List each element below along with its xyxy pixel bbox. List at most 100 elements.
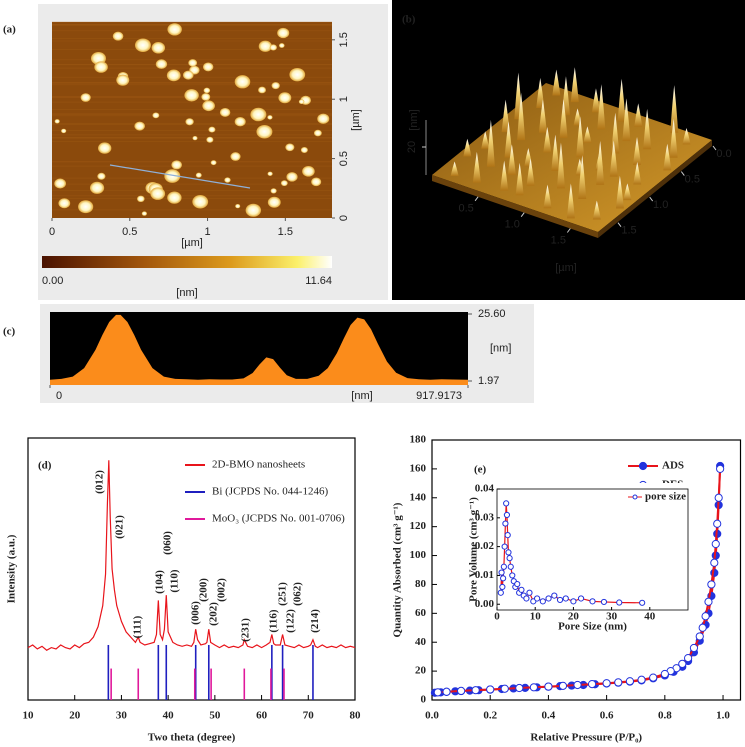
marker bbox=[518, 586, 525, 593]
afm-particle bbox=[258, 40, 272, 52]
afm-particle bbox=[219, 107, 231, 117]
x-tick-label: 1.0 bbox=[505, 219, 520, 231]
afm-particle bbox=[300, 147, 308, 153]
x-tick-label: 0.5 bbox=[458, 203, 473, 215]
afm-particle bbox=[184, 89, 199, 102]
y-tick-label: 40 bbox=[415, 636, 427, 648]
x-tick-label: 1.0 bbox=[716, 710, 730, 722]
peak-label: (116) bbox=[268, 609, 280, 633]
afm-particle bbox=[185, 118, 194, 126]
afm-particle bbox=[208, 126, 216, 133]
afm-particle bbox=[201, 93, 211, 101]
x-tick-label: 917.9173 bbox=[416, 390, 462, 402]
x-tick-label: 10 bbox=[23, 710, 35, 722]
z-tick-label: 20 bbox=[406, 141, 418, 153]
afm-particle bbox=[182, 70, 194, 80]
afm3d-spike bbox=[615, 175, 624, 209]
marker bbox=[486, 685, 495, 694]
plot-frame bbox=[27, 437, 356, 701]
marker bbox=[711, 539, 720, 549]
afm-particle bbox=[267, 196, 281, 208]
afm3d-spike bbox=[643, 108, 652, 150]
afm3d-spike bbox=[559, 99, 568, 138]
marker bbox=[689, 643, 699, 653]
x-tick-label: 30 bbox=[116, 710, 128, 722]
y-tick-label: 0.03 bbox=[475, 511, 495, 523]
x-tick-label: 0.2 bbox=[483, 710, 497, 722]
marker bbox=[678, 659, 687, 668]
y-tick-label: 25.60 bbox=[478, 308, 506, 320]
afm3d-spike bbox=[463, 138, 472, 157]
marker bbox=[544, 682, 553, 691]
x-tick-label: 0.8 bbox=[658, 710, 672, 722]
y-tick-label: 60 bbox=[415, 607, 427, 619]
afm-particle bbox=[298, 99, 305, 105]
afm3d-spike bbox=[623, 183, 632, 201]
afm3d-side bbox=[598, 140, 712, 238]
y-tick-label: 80 bbox=[415, 578, 427, 590]
marker bbox=[507, 563, 514, 570]
afm-particle bbox=[278, 92, 292, 104]
afm3d-side bbox=[432, 175, 598, 238]
x-tick-label: 0.6 bbox=[600, 710, 614, 722]
colorbar-max: 11.64 bbox=[305, 275, 332, 287]
peak-label: (122) bbox=[285, 609, 297, 633]
marker bbox=[639, 599, 646, 606]
marker bbox=[501, 543, 508, 550]
marker bbox=[442, 687, 451, 696]
afm-particle bbox=[289, 67, 306, 82]
afm-particle bbox=[235, 204, 241, 209]
marker bbox=[614, 678, 623, 687]
afm-particle bbox=[134, 121, 145, 131]
marker bbox=[637, 675, 646, 684]
marker bbox=[500, 684, 509, 693]
marker bbox=[509, 572, 516, 579]
peak-label: (231) bbox=[240, 618, 252, 642]
afm3d-spike bbox=[573, 108, 582, 126]
afm3d-spike bbox=[669, 118, 678, 158]
afm-particle bbox=[98, 142, 112, 154]
peak-label: (021) bbox=[114, 515, 126, 539]
afm-particle bbox=[311, 177, 322, 187]
panel-label: (c) bbox=[3, 326, 16, 338]
marker bbox=[562, 595, 569, 602]
afm-particle bbox=[58, 198, 71, 209]
legend-marker bbox=[632, 494, 638, 500]
afm-particle bbox=[317, 113, 330, 124]
afm-particle bbox=[206, 136, 214, 143]
marker bbox=[616, 599, 623, 606]
afm3d-spike bbox=[507, 144, 516, 176]
afm3d-spike bbox=[481, 131, 490, 149]
afm3d-spike bbox=[583, 126, 592, 143]
peak-label: (104) bbox=[154, 570, 166, 594]
y-tick-label: 140 bbox=[410, 491, 427, 503]
afm-particle bbox=[302, 165, 315, 177]
y-tick-label: 0 bbox=[421, 694, 427, 706]
marker bbox=[558, 681, 568, 690]
marker bbox=[589, 598, 596, 605]
marker bbox=[602, 679, 611, 688]
panel-label: (d) bbox=[38, 460, 52, 472]
afm3d-spike bbox=[576, 116, 585, 158]
afm-particle bbox=[166, 69, 181, 82]
marker bbox=[499, 583, 506, 591]
peak-label: (200) bbox=[198, 578, 210, 602]
marker bbox=[471, 686, 480, 695]
x-tick-label: 20 bbox=[69, 710, 81, 722]
data-line bbox=[27, 460, 356, 651]
peak-label: (202) bbox=[207, 602, 219, 626]
marker bbox=[433, 688, 442, 697]
legend-label: Bi (JCPDS No. 044-1246) bbox=[212, 486, 328, 498]
afm-particle bbox=[54, 178, 67, 189]
afm-particle bbox=[256, 124, 273, 139]
afm-particle bbox=[271, 82, 280, 90]
afm3d-spike bbox=[682, 128, 691, 145]
legend-label: pore size bbox=[645, 491, 686, 503]
peak-label: (006) bbox=[190, 601, 202, 625]
marker bbox=[684, 654, 693, 663]
marker bbox=[695, 632, 704, 641]
x-tick-label: 50 bbox=[209, 710, 221, 722]
marker bbox=[504, 531, 511, 539]
afm3d-spike bbox=[543, 184, 552, 209]
x-tick bbox=[474, 196, 479, 202]
